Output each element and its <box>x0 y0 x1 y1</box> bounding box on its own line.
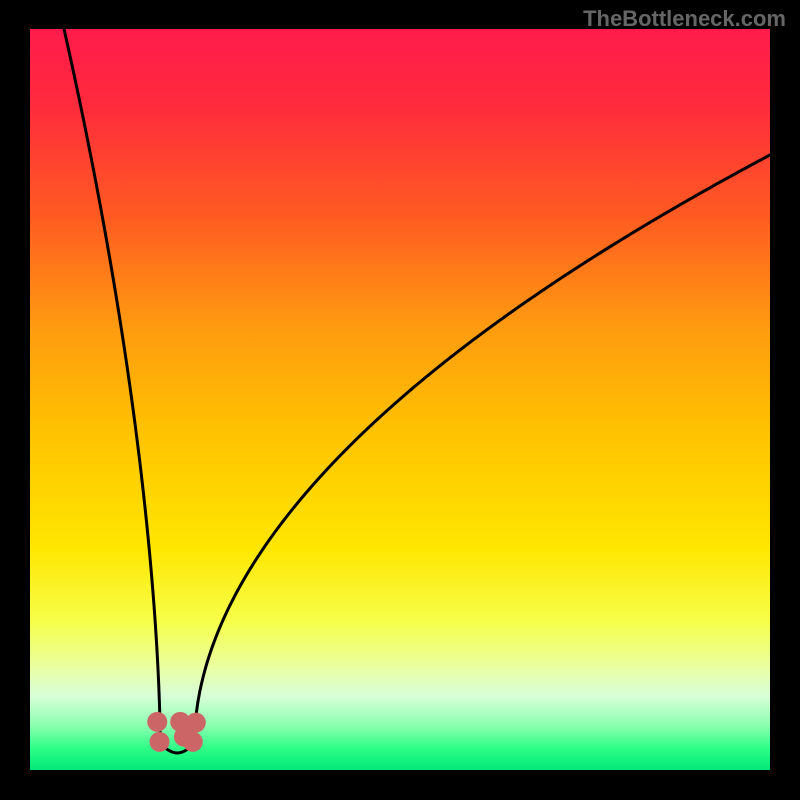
marker-dot <box>147 712 167 732</box>
marker-dot <box>183 732 203 752</box>
marker-dot <box>150 732 170 752</box>
chart-stage: TheBottleneck.com <box>0 0 800 800</box>
bottleneck-plot <box>30 29 770 770</box>
marker-dot <box>186 713 206 733</box>
